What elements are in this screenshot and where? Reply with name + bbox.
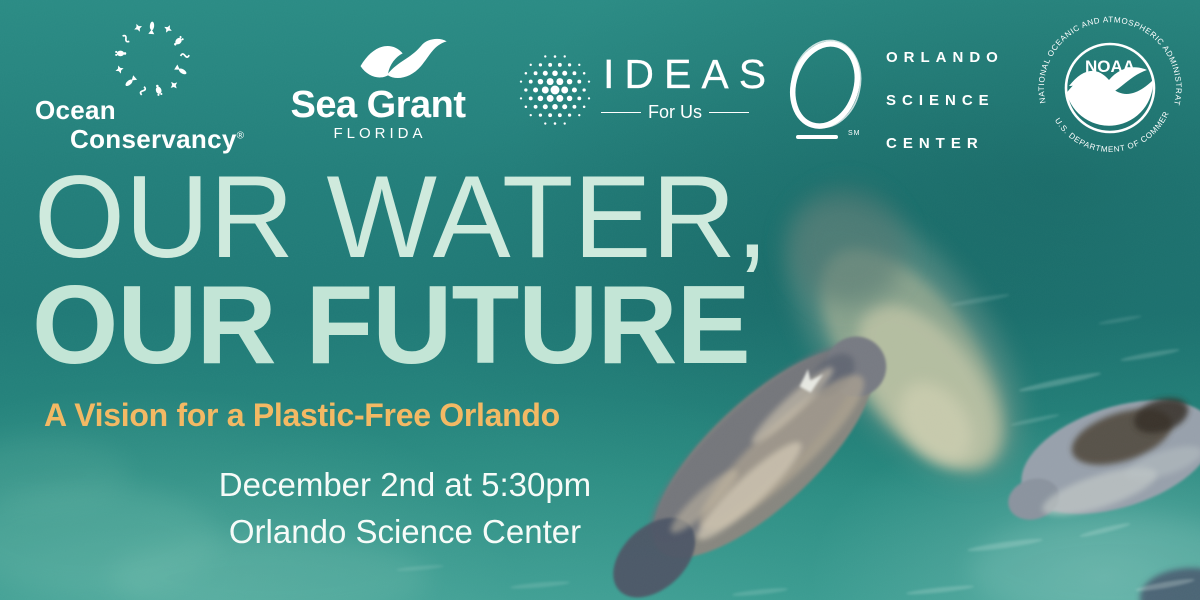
noaa-acronym: NOAA: [1085, 57, 1135, 76]
title-line-2: OUR FUTURE: [32, 263, 751, 387]
noaa-emblem-icon: NOAA NATIONAL OCEANIC AND ATMOSPHERIC AD…: [1032, 3, 1183, 154]
osc-line-3: CENTER: [886, 135, 984, 152]
logo-sea-grant-florida: Sea Grant FLORIDA: [280, 35, 476, 145]
osc-sm-mark: SM: [848, 130, 861, 137]
ideas-globe-icon: [519, 55, 591, 125]
sea-grant-wordmark: Sea Grant: [290, 84, 466, 126]
logo-orlando-science-center: SM ORLANDO SCIENCE CENTER: [780, 28, 1015, 153]
event-details: December 2nd at 5:30pm Orlando Science C…: [150, 461, 660, 555]
logo-ocean-conservancy: Ocean Conservancy®: [30, 15, 245, 154]
logo-ideas-for-us: IDEAS For Us: [515, 50, 766, 130]
sea-grant-region: FLORIDA: [333, 125, 427, 142]
subtitle: A Vision for a Plastic-Free Orlando: [44, 397, 560, 433]
ideas-wordmark: IDEAS: [603, 51, 777, 97]
sea-grant-bird-icon: [360, 38, 447, 79]
logo-noaa: NOAA NATIONAL OCEANIC AND ATMOSPHERIC AD…: [1032, 3, 1185, 168]
tagline-rule-left: [601, 111, 641, 114]
ideas-tagline-text: For Us: [648, 102, 702, 122]
tagline-rule-right: [709, 111, 749, 114]
osc-line-2: SCIENCE: [886, 92, 995, 109]
osc-wordmark: ORLANDO SCIENCE CENTER: [886, 36, 1004, 165]
ocean-conservancy-wreath-icon: [114, 21, 191, 97]
osc-line-1: ORLANDO: [886, 49, 1004, 66]
ideas-tagline: For Us: [601, 102, 749, 123]
ocean-conservancy-word2: Conservancy®: [70, 124, 245, 154]
registered-mark: ®: [236, 130, 245, 142]
ocean-conservancy-word1: Ocean: [35, 95, 116, 125]
osc-o-icon: [790, 39, 862, 139]
title-line-1: OUR WATER,: [34, 151, 769, 282]
event-datetime: December 2nd at 5:30pm: [218, 466, 592, 503]
event-location: Orlando Science Center: [228, 513, 582, 550]
